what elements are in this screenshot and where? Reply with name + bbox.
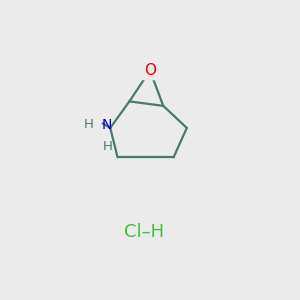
Text: O: O <box>144 63 156 78</box>
Text: Cl–H: Cl–H <box>124 224 164 242</box>
Text: H: H <box>84 118 94 131</box>
Text: N: N <box>101 118 112 132</box>
Text: H: H <box>103 140 113 153</box>
